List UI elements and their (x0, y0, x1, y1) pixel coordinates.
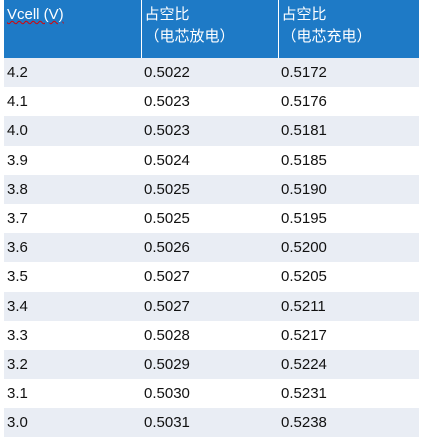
table-cell: 3.7 (7, 210, 28, 228)
table-row: 4.2 0.5022 0.5172 (4, 58, 419, 88)
table-cell: 3.2 (4, 349, 141, 380)
table-row: 4.0 0.5023 0.5181 (4, 116, 419, 146)
table-cell: 3.3 (7, 326, 28, 344)
table-cell: 0.5181 (278, 116, 419, 146)
table-cell: 0.5025 (144, 210, 190, 228)
table-cell: 0.5027 (144, 268, 190, 286)
header-text: （电芯充电） (281, 28, 372, 45)
table-row: 3.1 0.5030 0.5231 (4, 379, 419, 408)
table-cell: 0.5029 (141, 349, 278, 380)
table-cell: 3.8 (4, 174, 141, 204)
table-cell: 4.1 (7, 93, 28, 111)
table-row: 3.5 0.5027 0.5205 (4, 262, 419, 291)
table-cell: 0.5028 (144, 326, 190, 344)
table-cell: 0.5231 (281, 385, 327, 403)
table-row: 3.7 0.5025 0.5195 (4, 204, 419, 233)
table-cell: 0.5172 (278, 58, 419, 88)
header-text: Vcell (V) (7, 6, 64, 23)
table-row: 3.9 0.5024 0.5185 (4, 146, 419, 175)
table-cell: 4.0 (4, 116, 141, 146)
table-cell: 3.0 (4, 408, 141, 438)
table-cell: 0.5205 (281, 268, 327, 286)
table-cell: 0.5224 (278, 349, 419, 380)
table-cell: 3.4 (4, 291, 141, 321)
table-cell: 3.9 (7, 151, 28, 169)
table-cell: 0.5195 (281, 210, 327, 228)
header-cell: 占空比 （电芯放电） (141, 0, 279, 58)
table-row: 3.4 0.5027 0.5211 (4, 291, 419, 321)
table-cell: 4.2 (4, 58, 141, 88)
table-cell: 3.5 (7, 268, 28, 286)
table-cell: 0.5031 (141, 408, 278, 438)
table-row: 3.6 0.5026 0.5200 (4, 233, 419, 263)
table-cell: 0.5238 (278, 408, 419, 438)
table-cell: 0.5030 (144, 385, 190, 403)
table-cell: 0.5185 (281, 151, 327, 169)
table-row: 3.0 0.5031 0.5238 (4, 408, 419, 438)
data-table: Vcell (V) 占空比 （电芯放电） 占空比 （电芯充电） 4.2 0.5022 0.5… (4, 0, 419, 438)
table-cell: 0.5176 (281, 93, 327, 111)
table-cell: 0.5023 (141, 116, 278, 146)
header-row: Vcell (V) 占空比 （电芯放电） 占空比 （电芯充电） (4, 0, 419, 58)
table-row: 3.2 0.5029 0.5224 (4, 349, 419, 380)
table-cell: 0.5217 (281, 326, 327, 344)
table-body: 4.2 0.5022 0.5172 4.1 0.5023 0.5176 4.0 0.5023 0… (4, 58, 419, 438)
table-cell: 0.5022 (141, 58, 278, 88)
table-row: 3.3 0.5028 0.5217 (4, 321, 419, 350)
table-cell: 3.6 (4, 233, 141, 263)
header-cell: Vcell (V) (4, 0, 142, 58)
table-cell: 0.5211 (278, 291, 419, 321)
header-text: 占空比 (281, 6, 327, 23)
table-cell: 0.5024 (144, 151, 190, 169)
header-text: 占空比 (144, 6, 190, 23)
table-cell: 3.1 (7, 385, 28, 403)
header-text: （电芯放电） (144, 28, 235, 45)
table-cell: 0.5027 (141, 291, 278, 321)
header-cell: 占空比 （电芯充电） (278, 0, 419, 58)
table-cell: 0.5023 (144, 93, 190, 111)
table-cell: 0.5200 (278, 233, 419, 263)
table-row: 4.1 0.5023 0.5176 (4, 87, 419, 116)
table-cell: 0.5025 (141, 174, 278, 204)
table-row: 3.8 0.5025 0.5190 (4, 174, 419, 204)
table-cell: 0.5190 (278, 174, 419, 204)
table-container: Vcell (V) 占空比 （电芯放电） 占空比 （电芯充电） 4.2 0.5022 0.5… (4, 0, 419, 438)
table-cell: 0.5026 (141, 233, 278, 263)
